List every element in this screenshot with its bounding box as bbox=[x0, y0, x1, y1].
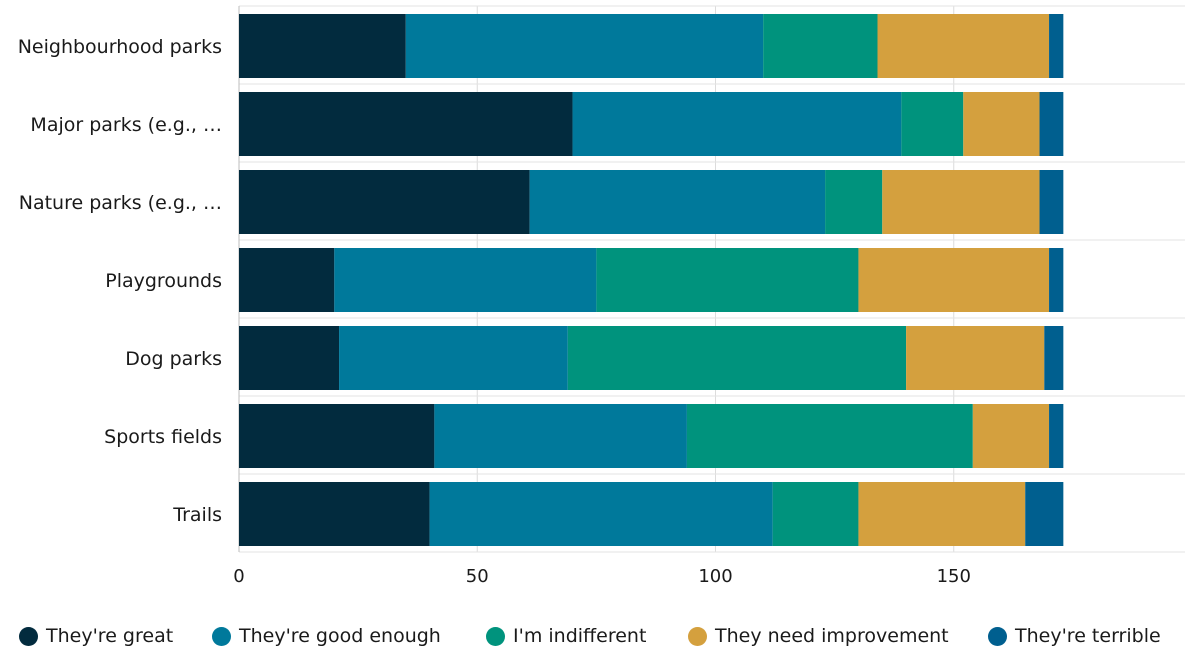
legend-item[interactable]: They need improvement bbox=[688, 620, 949, 652]
category-label: Dog parks bbox=[125, 348, 222, 370]
bar-segment bbox=[1039, 170, 1064, 234]
bar-segment bbox=[1049, 248, 1064, 312]
category-label: Sports fields bbox=[104, 426, 222, 448]
bars bbox=[239, 14, 1064, 546]
bar-segment bbox=[429, 482, 773, 546]
bar-segment bbox=[963, 92, 1040, 156]
x-tick-label: 100 bbox=[698, 566, 732, 587]
legend-item[interactable]: They're great bbox=[19, 620, 173, 652]
legend-swatch bbox=[688, 626, 707, 646]
legend-label: They're good enough bbox=[239, 625, 441, 647]
bar-segment bbox=[334, 248, 597, 312]
bar-segment bbox=[239, 170, 530, 234]
legend-label: They're terrible bbox=[1015, 625, 1161, 647]
stacked-bar-chart: Neighbourhood parks Major parks (e.g., … N… bbox=[18, 5, 1185, 587]
bar-segment bbox=[434, 404, 687, 468]
bar-segment bbox=[906, 326, 1045, 390]
bar-segment bbox=[972, 404, 1050, 468]
bar-segment bbox=[1044, 326, 1064, 390]
bar-segment bbox=[858, 248, 1050, 312]
legend-swatch bbox=[486, 626, 505, 646]
bar-segment bbox=[1049, 404, 1064, 468]
legend-label: They're great bbox=[46, 625, 174, 647]
legend-label: They need improvement bbox=[715, 625, 949, 647]
bar-segment bbox=[239, 14, 406, 78]
bar-segment bbox=[772, 482, 859, 546]
x-tick-label: 150 bbox=[937, 566, 971, 587]
legend-label: I'm indifferent bbox=[513, 625, 647, 647]
bar-segment bbox=[877, 14, 1050, 78]
legend-item[interactable]: They're terrible bbox=[988, 620, 1161, 652]
bar-segment bbox=[239, 326, 340, 390]
legend: They're great They're good enough I'm indi… bbox=[0, 620, 1185, 652]
x-tick-label: 50 bbox=[466, 566, 489, 587]
bar-segment bbox=[572, 92, 902, 156]
bar-segment bbox=[763, 14, 878, 78]
legend-item[interactable]: They're good enough bbox=[212, 620, 441, 652]
bar-segment bbox=[686, 404, 973, 468]
category-label: Nature parks (e.g., … bbox=[19, 192, 222, 214]
bar-segment bbox=[405, 14, 764, 78]
bar-segment bbox=[1039, 92, 1064, 156]
x-tick-label: 0 bbox=[233, 566, 244, 587]
bar-segment bbox=[239, 482, 430, 546]
category-label: Neighbourhood parks bbox=[18, 36, 222, 58]
bar-segment bbox=[825, 170, 883, 234]
bar-segment bbox=[596, 248, 859, 312]
bar-segment bbox=[529, 170, 826, 234]
bar-segment bbox=[858, 482, 1026, 546]
bar-segment bbox=[239, 248, 335, 312]
category-label: Playgrounds bbox=[105, 270, 222, 292]
bar-segment bbox=[1049, 14, 1064, 78]
bar-segment bbox=[239, 92, 573, 156]
legend-swatch bbox=[988, 626, 1007, 646]
category-label: Major parks (e.g., … bbox=[30, 114, 222, 136]
bar-segment bbox=[239, 404, 435, 468]
legend-swatch bbox=[212, 626, 231, 646]
legend-swatch bbox=[19, 626, 38, 646]
bar-segment bbox=[901, 92, 964, 156]
category-labels: Neighbourhood parks Major parks (e.g., … N… bbox=[18, 36, 222, 526]
bar-segment bbox=[882, 170, 1040, 234]
bar-segment bbox=[339, 326, 568, 390]
legend-item[interactable]: I'm indifferent bbox=[486, 620, 646, 652]
x-axis-tick-labels: 0 50 100 150 bbox=[233, 566, 971, 587]
bar-segment bbox=[1025, 482, 1064, 546]
bar-segment bbox=[567, 326, 907, 390]
category-label: Trails bbox=[172, 504, 222, 526]
